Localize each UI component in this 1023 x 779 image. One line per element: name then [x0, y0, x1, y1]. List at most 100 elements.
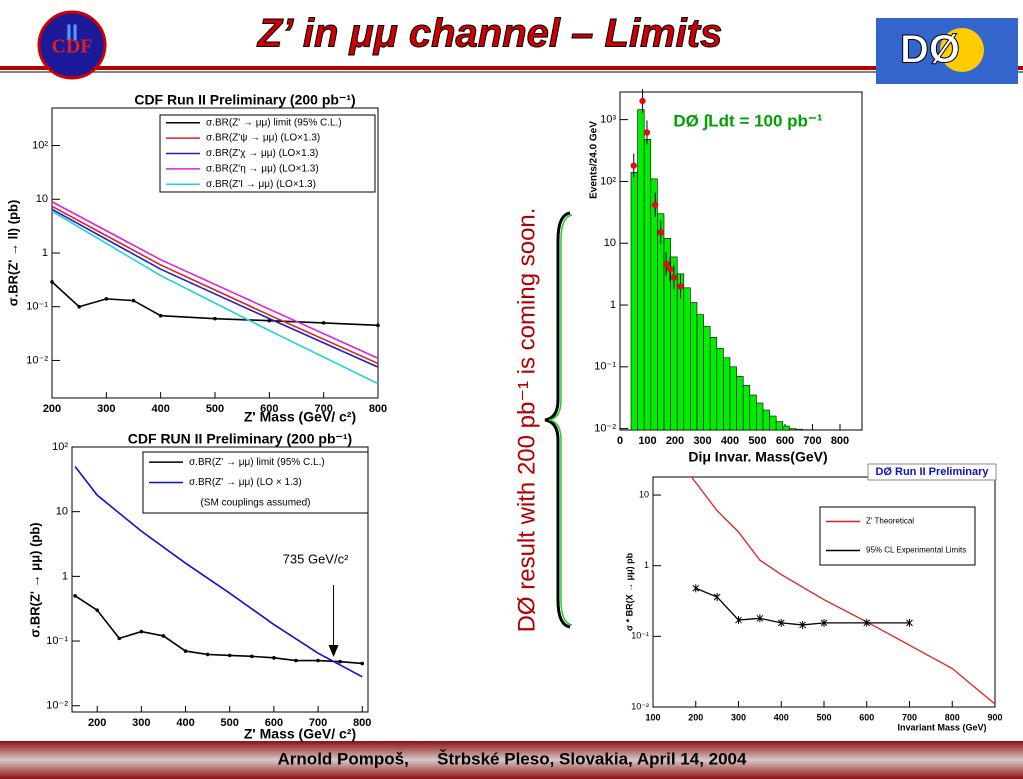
histogram-bar: [756, 402, 764, 431]
data-point: [652, 201, 659, 208]
marker: [95, 608, 99, 612]
marker: [272, 656, 276, 660]
x-tick-label: 400: [774, 712, 789, 722]
data-point: [677, 283, 684, 290]
y-axis-label: σ.BR(Z' → μμ) (pb): [27, 522, 42, 637]
marker: [756, 614, 764, 623]
legend-label: σ.BR(Z' → μμ) (LO × 1.3): [189, 477, 302, 488]
x-tick-label: 700: [902, 712, 917, 722]
x-axis-label: Invariant Mass (GeV): [897, 722, 986, 732]
x-tick-label: 200: [688, 712, 703, 722]
chart: CDF RUN II Preliminary (200 pb⁻¹) Z' Mass…: [27, 431, 371, 742]
marker: [692, 584, 700, 593]
y-tick-label: 10⁻¹: [46, 635, 68, 647]
histogram-bar: [782, 425, 790, 431]
legend-label: σ.BR(Z'η → μμ) (LO×1.3): [206, 164, 319, 175]
x-tick-label: 800: [369, 403, 387, 415]
series-line: [74, 595, 363, 665]
y-axis-label: Events/24.0 GeV: [589, 121, 600, 199]
marker: [117, 636, 122, 641]
x-tick-label: 600: [859, 712, 874, 722]
marker: [213, 316, 217, 321]
y-tick-label: 10³: [600, 114, 616, 126]
marker: [906, 618, 913, 627]
histogram-bar: [749, 394, 757, 431]
histogram-bar: [657, 213, 665, 431]
histogram-bar: [723, 357, 731, 431]
legend-box: [819, 506, 976, 566]
header-rule: [0, 66, 1023, 70]
marker: [73, 594, 77, 598]
y-tick-label: 1: [644, 560, 649, 570]
x-axis-label: Z' Mass (GeV/ c²): [244, 409, 356, 425]
histogram-bar: [789, 428, 797, 431]
slide-title: Z’ in μμ channel – Limits: [257, 12, 723, 56]
y-tick-label: 1: [42, 247, 48, 259]
y-tick-label: 10²: [600, 175, 616, 187]
marker: [863, 618, 871, 627]
x-tick-label: 100: [638, 435, 656, 447]
marker: [183, 649, 188, 653]
marker: [376, 323, 380, 328]
marker: [158, 313, 163, 318]
y-tick-label: 10: [639, 489, 649, 499]
marker: [713, 593, 721, 602]
chart: DØ Run II Preliminary Invariant Mass (GeV…: [624, 463, 1003, 732]
histogram-bar: [650, 178, 658, 431]
brace: [544, 211, 571, 629]
x-tick-label: 200: [43, 403, 61, 415]
marker: [799, 620, 806, 629]
histogram-bar: [736, 376, 744, 431]
legend-label: σ.BR(Z'χ → μμ) (LO×1.3): [206, 148, 318, 159]
marker: [205, 652, 210, 657]
x-tick-label: 700: [309, 717, 327, 729]
x-tick-label: 200: [666, 435, 684, 447]
histogram-bar: [637, 109, 645, 431]
cdf-logo-text: CDF: [51, 36, 92, 58]
y-tick-label: 10⁻²: [631, 701, 649, 711]
marker: [139, 629, 144, 634]
marker: [316, 658, 320, 663]
x-tick-label: 400: [151, 403, 169, 415]
cdf-logo: II CDF: [37, 10, 107, 80]
legend-note: (SM couplings assumed): [200, 497, 310, 508]
marker: [338, 659, 342, 664]
marker: [131, 298, 136, 303]
x-tick-label: 800: [353, 717, 371, 729]
y-axis-label: σ.BR(Z' → ll) (pb): [5, 200, 20, 307]
histogram-bar: [775, 421, 784, 431]
x-tick-label: 300: [731, 712, 746, 722]
data-point: [630, 162, 637, 169]
x-tick-label: 900: [987, 712, 1002, 722]
chart: CDF Run II Preliminary (200 pb⁻¹) Z' Mass…: [5, 92, 387, 425]
data-point: [666, 265, 674, 273]
cdf-logo-disk: [37, 10, 107, 80]
x-tick-label: 600: [776, 435, 794, 447]
d0-logo: DØ: [876, 18, 1018, 84]
x-tick-label: 300: [97, 403, 115, 415]
x-tick-label: 500: [221, 717, 239, 729]
marker: [735, 616, 742, 625]
histogram-bar: [709, 337, 718, 431]
d0-logo-text: DØ: [900, 28, 960, 72]
histogram-bar: [769, 415, 777, 431]
marker: [104, 297, 109, 301]
y-tick-label: 10⁻²: [46, 700, 68, 712]
marker: [161, 634, 166, 638]
y-tick-label: 10: [56, 506, 68, 518]
chart: DØ ∫Ldt = 100 pb⁻¹ Diμ Invar. Mass(GeV) Ev…: [589, 89, 863, 465]
histogram-bar: [742, 385, 751, 431]
x-tick-label: 0: [617, 435, 623, 447]
x-axis-label: Diμ Invar. Mass(GeV): [688, 449, 827, 465]
d0-logo-sun: [940, 28, 984, 72]
y-tick-label: 10: [604, 237, 616, 249]
x-axis-label: Z' Mass (GeV/ c²): [244, 726, 356, 742]
histogram-bar: [630, 172, 638, 431]
histogram-bar: [729, 366, 737, 431]
legend-label: σ.BR(Z' → μμ) limit (95% C.L.): [189, 457, 325, 468]
chart-title: CDF Run II Preliminary (200 pb⁻¹): [134, 92, 355, 108]
histogram-bar: [683, 287, 691, 431]
data-point: [643, 129, 651, 136]
x-tick-label: 500: [816, 712, 831, 722]
